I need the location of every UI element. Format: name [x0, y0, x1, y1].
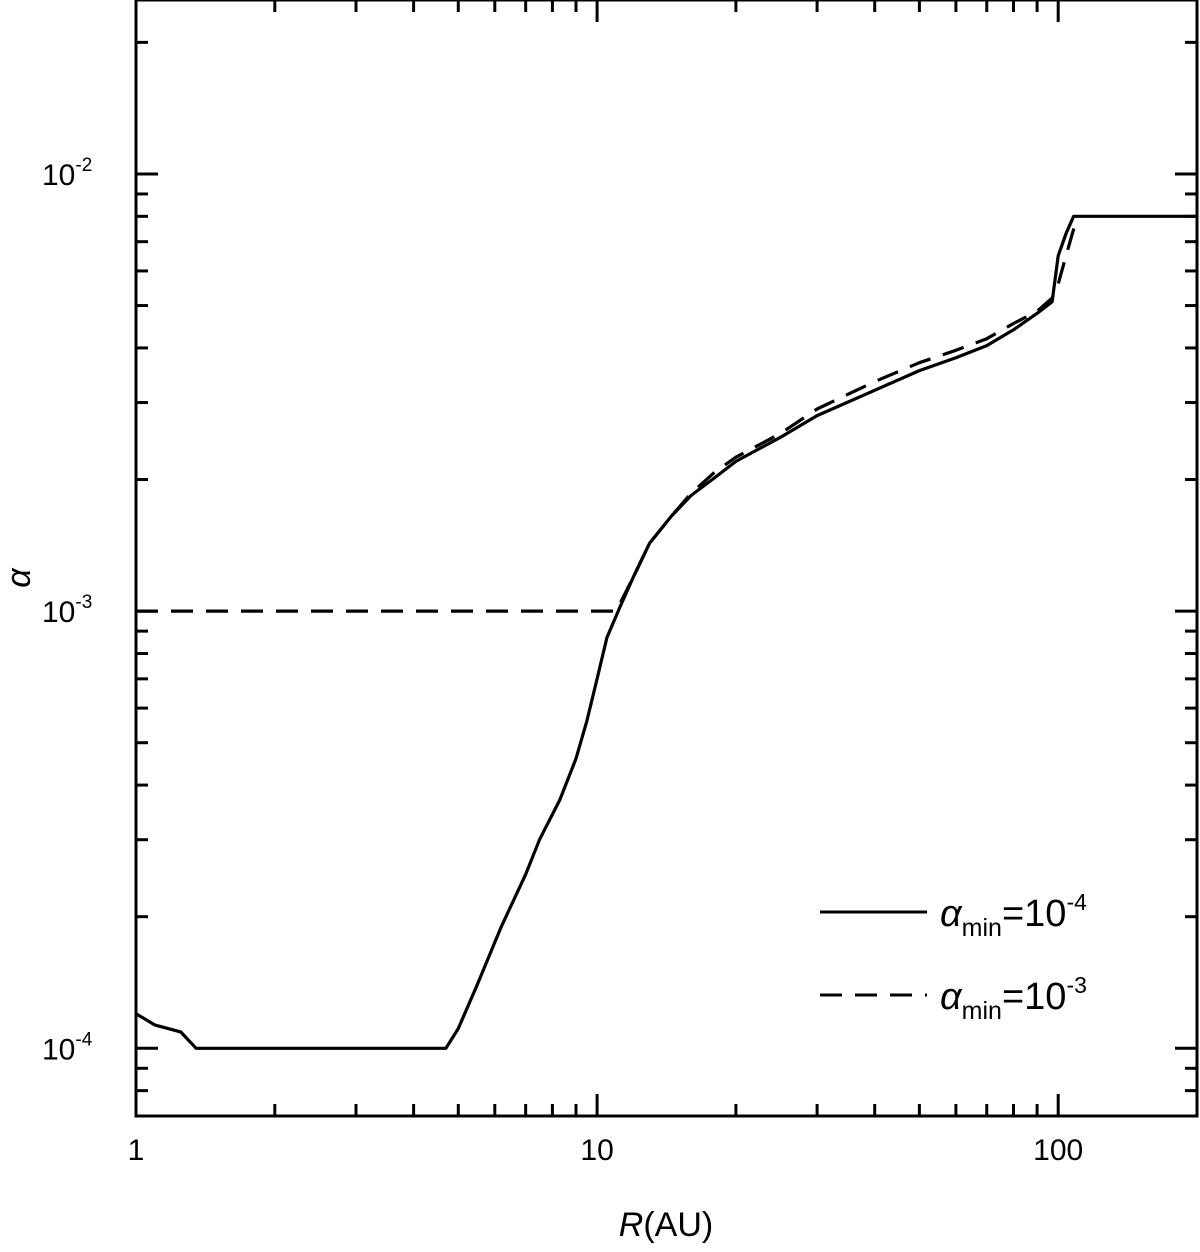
legend: αmin=10-4 αmin=10-3 — [820, 889, 1087, 1025]
y-tick-label: 10-3 — [42, 592, 92, 629]
y-tick-label: 10-4 — [42, 1029, 93, 1066]
y-tick-base: 10 — [42, 159, 75, 192]
x-axis-title-unit: (AU) — [643, 1206, 713, 1244]
legend-label-solid: αmin=10-4 — [940, 889, 1087, 942]
legend-equals: =10 — [1002, 893, 1066, 935]
y-tick-base: 10 — [42, 1033, 75, 1066]
y-tick-label: 10-2 — [42, 155, 92, 192]
y-tick-exponent: -4 — [75, 1029, 92, 1050]
legend-exponent: -4 — [1066, 889, 1087, 915]
axis-ticks — [134, 0, 1199, 1118]
x-tick-label: 10 — [580, 1134, 613, 1167]
legend-subscript: min — [962, 997, 1002, 1025]
series-line-solid — [135, 214, 1197, 1050]
series-line-dashed — [136, 215, 1079, 613]
y-tick-exponent: -2 — [75, 155, 92, 176]
plot-frame — [134, 0, 1199, 1118]
y-tick-exponent: -3 — [75, 592, 92, 613]
legend-exponent: -3 — [1066, 972, 1086, 998]
legend-subscript: min — [962, 914, 1002, 942]
legend-alpha-symbol: α — [940, 976, 963, 1018]
x-tick-label: 100 — [1033, 1134, 1083, 1167]
series-group — [135, 214, 1197, 1050]
x-tick-label: 1 — [128, 1134, 145, 1167]
x-axis-title-symbol: R — [619, 1206, 644, 1244]
legend-alpha-symbol: α — [940, 893, 963, 935]
y-tick-base: 10 — [42, 596, 75, 629]
y-axis-title: α — [0, 567, 38, 588]
legend-label-dashed: αmin=10-3 — [940, 972, 1087, 1025]
legend-equals: =10 — [1002, 976, 1066, 1018]
x-axis-title: R(AU) — [619, 1206, 713, 1244]
